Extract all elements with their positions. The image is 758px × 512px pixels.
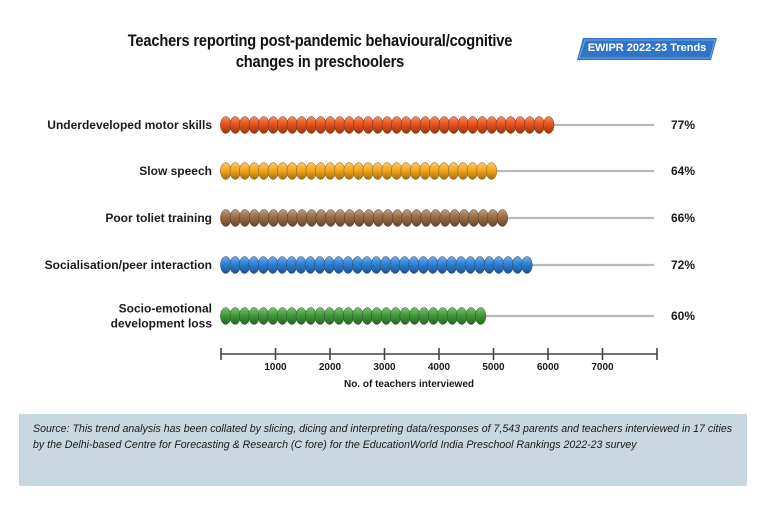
category-label: Slow speech xyxy=(139,164,212,178)
percent-label: 64% xyxy=(671,164,695,178)
source-note-box: Source: This trend analysis has been col… xyxy=(19,414,747,486)
source-note: Source: This trend analysis has been col… xyxy=(33,423,733,451)
bar-row: Socialisation/peer interaction 72% xyxy=(45,256,695,274)
percent-label: 66% xyxy=(671,211,695,225)
bar-rows: Underdeveloped motor skills 77% Slow speec… xyxy=(45,116,696,331)
bar-row: Underdeveloped motor skills 77% xyxy=(47,116,695,134)
bar xyxy=(220,162,498,180)
bar xyxy=(220,116,555,134)
x-tick-label: 5000 xyxy=(482,362,505,373)
chart-title-line-2: changes in preschoolers xyxy=(235,52,405,71)
percent-label: 72% xyxy=(671,258,695,272)
x-tick-label: 4000 xyxy=(428,362,451,373)
bar xyxy=(220,307,487,325)
x-tick-label: 3000 xyxy=(373,362,396,373)
badge-text: EWIPR 2022-23 Trends xyxy=(587,42,707,54)
chart-title: Teachers reporting post-pandemic behavio… xyxy=(60,30,580,72)
x-axis: 1000 2000 3000 4000 5000 6000 7000 No. of teach… xyxy=(220,348,658,390)
bar-row: Slow speech 64% xyxy=(139,162,695,180)
chart-area: Underdeveloped motor skills 77% Slow speec… xyxy=(45,116,696,390)
category-label: Underdeveloped motor skills xyxy=(47,118,212,132)
badge-background xyxy=(577,38,717,60)
x-tick-label: 1000 xyxy=(264,362,287,373)
category-label: Socio-emotional development loss xyxy=(111,302,213,331)
x-tick-label: 2000 xyxy=(319,362,342,373)
chart-title-line-1: Teachers reporting post-pandemic behavio… xyxy=(127,31,513,50)
percent-label: 77% xyxy=(671,118,695,132)
bar-row: Poor toliet training 66% xyxy=(105,209,695,227)
percent-label: 60% xyxy=(671,309,695,323)
x-axis-title: No. of teachers interviewed xyxy=(344,379,474,390)
trends-badge: EWIPR 2022-23 Trends xyxy=(577,38,717,60)
category-label: Socialisation/peer interaction xyxy=(45,258,212,272)
x-tick-label: 6000 xyxy=(537,362,560,373)
bar xyxy=(220,209,508,227)
category-label: Poor toliet training xyxy=(105,211,212,225)
bar xyxy=(220,256,533,274)
x-tick-label: 7000 xyxy=(591,362,614,373)
bar-row: Socio-emotional development loss 60% xyxy=(111,302,696,331)
